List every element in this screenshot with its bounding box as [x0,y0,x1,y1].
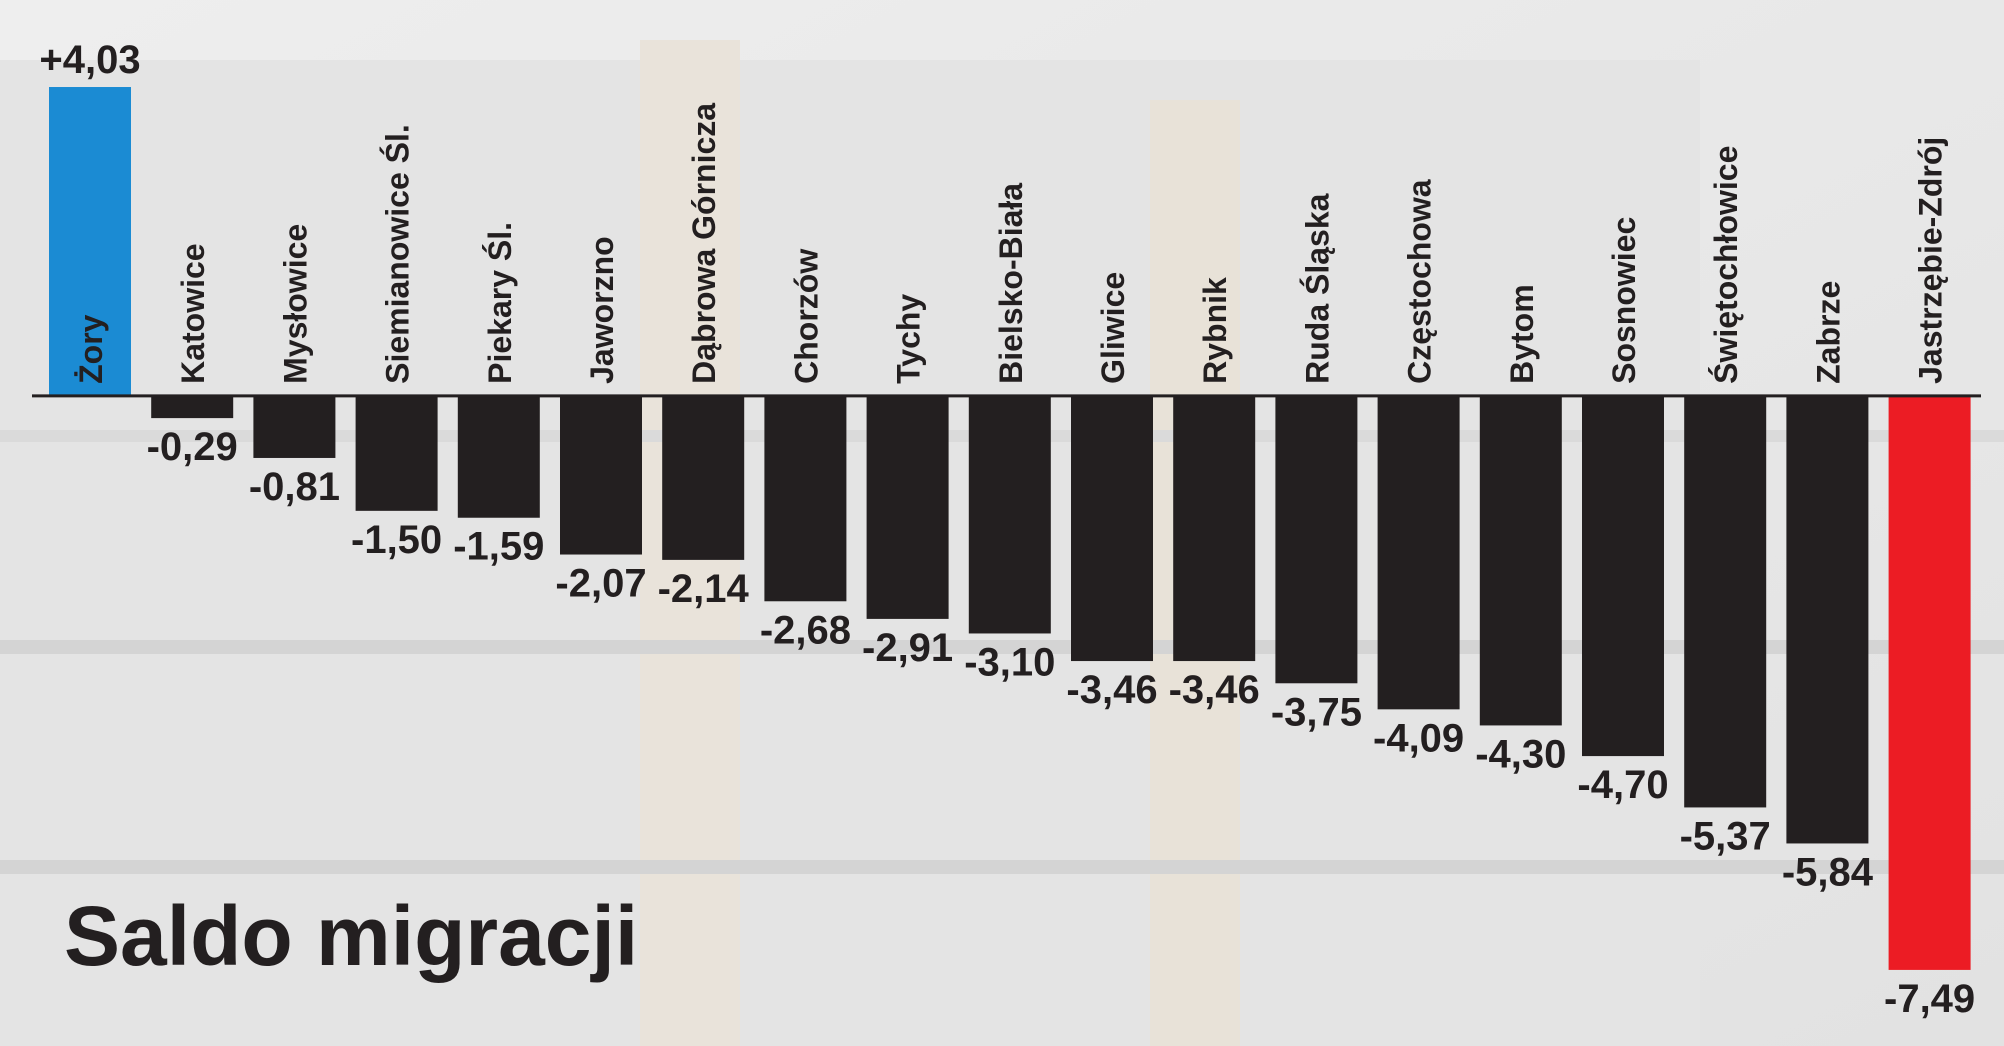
value-label: -5,84 [1782,850,1874,894]
value-label: -2,91 [862,626,953,670]
category-label: Tychy [891,294,927,384]
value-label: -4,09 [1373,716,1464,760]
bar [1173,396,1255,661]
value-label: -3,46 [1066,668,1157,712]
bar [1684,396,1766,808]
bar [969,396,1051,634]
bar [560,396,642,555]
bar [867,396,949,619]
category-label: Zabrze [1810,281,1846,384]
bar [1582,396,1664,756]
bar [1071,396,1153,661]
value-label: -2,14 [658,567,750,611]
bar [151,396,233,418]
category-label: Piekary Śl. [482,222,518,384]
value-label: -7,49 [1884,977,1975,1021]
category-label: Dąbrowa Górnicza [686,103,722,384]
value-label: -4,70 [1577,763,1668,807]
category-label: Jastrzębie-Zdrój [1913,137,1949,384]
category-label: Rybnik [1197,277,1233,384]
value-label: +4,03 [39,38,140,82]
category-label: Ruda Śląska [1299,193,1335,384]
value-label: -3,10 [964,640,1055,684]
category-label: Bielsko-Biała [993,183,1029,384]
bar [458,396,540,518]
category-label: Gliwice [1095,272,1131,384]
value-label: -0,29 [147,425,238,469]
bar [356,396,438,511]
bar [1480,396,1562,726]
value-label: -3,75 [1271,690,1362,734]
category-label: Mysłowice [277,224,313,384]
value-label: -4,30 [1475,732,1566,776]
value-label: -1,50 [351,518,442,562]
value-label: -0,81 [249,465,340,509]
bar [764,396,846,601]
value-label: -1,59 [453,525,544,569]
category-label: Częstochowa [1402,179,1438,384]
category-label: Katowice [175,243,211,383]
category-label: Żory [73,314,109,384]
value-label: -2,68 [760,608,851,652]
category-label: Jaworzno [584,236,620,384]
bar [1786,396,1868,844]
category-label: Sosnowiec [1606,217,1642,384]
bar [662,396,744,560]
bar [1275,396,1357,683]
category-label: Bytom [1504,284,1540,384]
bar [253,396,335,458]
bar [1889,396,1971,970]
value-label: -5,37 [1680,814,1771,858]
category-label: Świętochłowice [1708,146,1744,384]
value-label: -2,07 [555,562,646,606]
chart: Saldo migracji +4,03 Żory -0,29 Katowice -0,… [0,0,2004,1046]
category-label: Chorzów [788,249,824,384]
category-label: Siemianowice Śl. [380,124,416,384]
value-label: -3,46 [1169,668,1260,712]
chart-title: Saldo migracji [64,889,638,983]
bar [1378,396,1460,709]
